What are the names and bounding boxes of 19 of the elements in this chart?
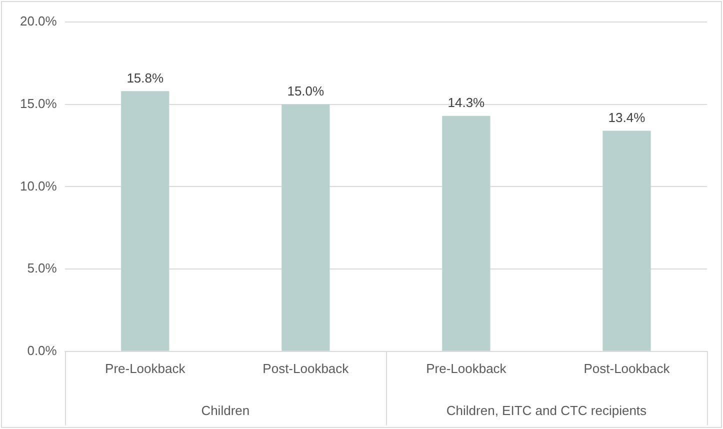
bar <box>121 91 170 351</box>
x-tick-label: Post-Lookback <box>584 360 670 376</box>
x-tick-label: Pre-Lookback <box>105 360 186 376</box>
x-tick-label: Pre-Lookback <box>426 360 507 376</box>
y-tick-label: 15.0% <box>20 96 58 111</box>
x-tick-label: Post-Lookback <box>262 360 350 376</box>
data-label: 15.8% <box>126 70 164 86</box>
y-tick-label: 0.0% <box>27 342 58 358</box>
data-label: 13.4% <box>608 110 646 125</box>
bar <box>282 104 330 351</box>
data-label: 15.0% <box>287 83 325 98</box>
y-tick-label: 5.0% <box>27 260 58 276</box>
text: Children, EITC and CTC recipients <box>446 402 648 418</box>
bar <box>442 116 490 351</box>
text: Children <box>201 402 250 418</box>
data-label: 14.3% <box>448 94 486 110</box>
y-tick-label: 20.0% <box>20 14 58 29</box>
y-tick-label: 10.0% <box>20 178 58 194</box>
bar <box>602 130 651 351</box>
